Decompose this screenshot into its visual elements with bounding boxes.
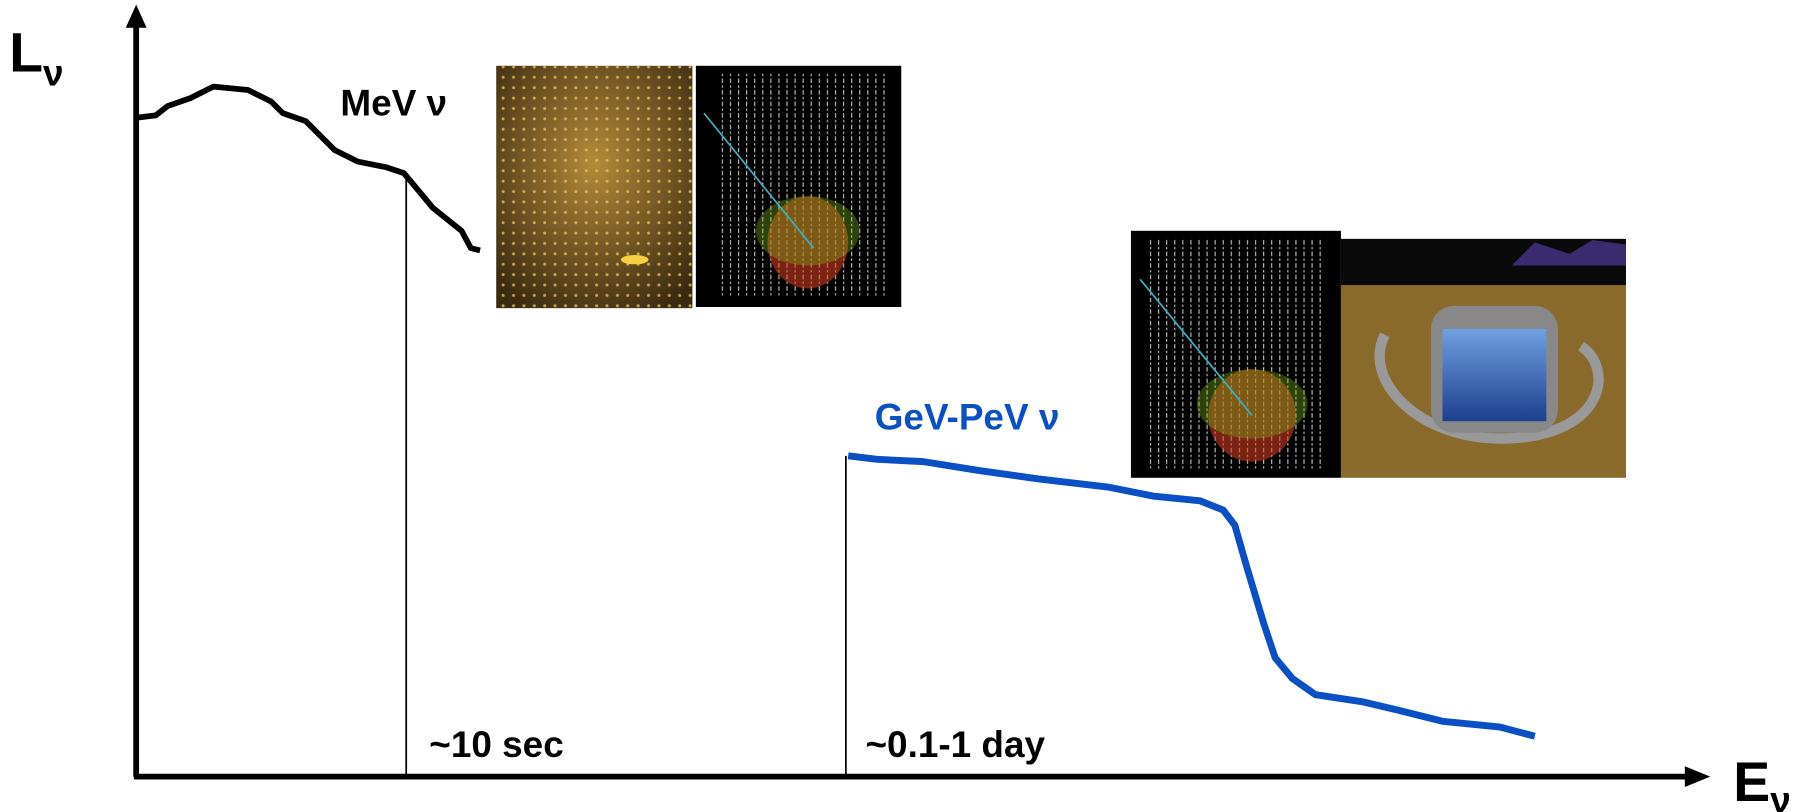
curve-label: MeV ν [340, 82, 447, 123]
x-arrow [1684, 766, 1711, 788]
y-arrow [125, 4, 147, 28]
detector-array [1130, 230, 1341, 478]
detector-array [695, 65, 902, 307]
marker-label: ~0.1-1 day [865, 724, 1045, 765]
axes [125, 4, 1711, 788]
detector-render [1340, 238, 1626, 478]
y-axis-label: Lν [9, 22, 63, 94]
curve-label: GeV-PeV ν [875, 396, 1060, 437]
gev-curve [847, 452, 1536, 740]
detector-photo [496, 65, 693, 309]
mev-curve [135, 83, 481, 254]
marker-label: ~10 sec [429, 724, 563, 765]
x-axis-label: Eν [1733, 751, 1790, 812]
